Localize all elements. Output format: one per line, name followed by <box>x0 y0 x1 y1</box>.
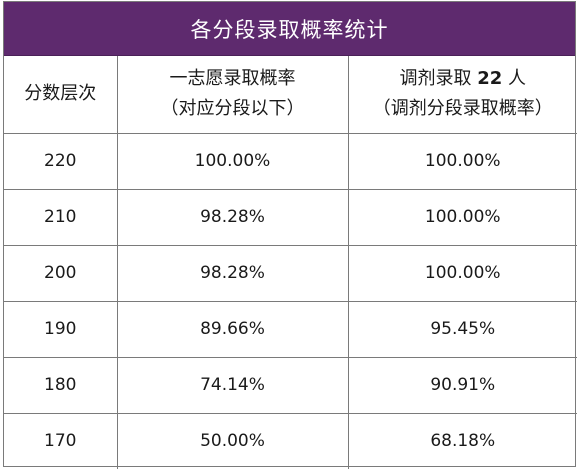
header-adjustment-suffix: 人 <box>502 68 527 90</box>
admission-probability-table: 分数层次 一志愿录取概率 （对应分段以下） 调剂录取 22 人 （调剂分段录取概… <box>4 56 577 469</box>
table-row: 200 98.28% 100.00% <box>4 245 577 302</box>
header-row: 分数层次 一志愿录取概率 （对应分段以下） 调剂录取 22 人 （调剂分段录取概… <box>4 56 578 134</box>
adjustment-cell: 100.00% <box>348 133 577 190</box>
table-row: 180 74.14% 90.91% <box>4 357 577 414</box>
adjustment-cell: 100.00% <box>348 245 577 302</box>
adjustment-cell: 95.45% <box>348 301 577 358</box>
header-adjustment-count: 22 <box>477 68 503 90</box>
header-adjustment-line1: 调剂录取 22 人 <box>349 64 578 94</box>
header-adjustment-prefix: 调剂录取 <box>399 68 478 90</box>
first-choice-cell: 98.28% <box>117 245 349 302</box>
adjustment-cell: 90.91% <box>348 357 577 414</box>
header-first-choice-line2: （对应分段以下） <box>160 98 305 120</box>
header-first-choice: 一志愿录取概率 （对应分段以下） <box>117 56 349 134</box>
header-score-level-label: 分数层次 <box>24 83 97 105</box>
header-adjustment: 调剂录取 22 人 （调剂分段录取概率） <box>348 56 578 134</box>
score-cell: 210 <box>4 189 118 246</box>
table-row: 190 89.66% 95.45% <box>4 301 577 358</box>
first-choice-cell: 100.00% <box>117 133 349 190</box>
table-row: 210 98.28% 100.00% <box>4 189 577 246</box>
first-choice-cell: 98.28% <box>117 189 349 246</box>
adjustment-cell: 100.00% <box>348 189 577 246</box>
header-first-choice-line1: 一志愿录取概率 <box>169 68 296 90</box>
first-choice-cell: 89.66% <box>117 301 349 358</box>
first-choice-cell: 74.14% <box>117 357 349 414</box>
table-row: 170 50.00% 68.18% <box>4 413 577 469</box>
table-row: 220 100.00% 100.00% <box>4 133 577 190</box>
adjustment-cell: 68.18% <box>430 431 496 452</box>
header-score-level: 分数层次 <box>4 56 118 134</box>
score-cell: 190 <box>4 301 118 358</box>
score-cell: 220 <box>4 133 118 190</box>
score-cell: 180 <box>4 357 118 414</box>
header-adjustment-line2: （调剂分段录取概率） <box>372 98 553 120</box>
first-choice-cell: 50.00% <box>117 413 349 469</box>
score-cell: 200 <box>4 245 118 302</box>
probability-table-card: 各分段录取概率统计 分数层次 一志愿录取概率 （对应分段以下） 调剂录取 22 … <box>3 1 577 469</box>
table-title: 各分段录取概率统计 <box>4 2 575 56</box>
score-cell: 170 <box>4 413 118 469</box>
